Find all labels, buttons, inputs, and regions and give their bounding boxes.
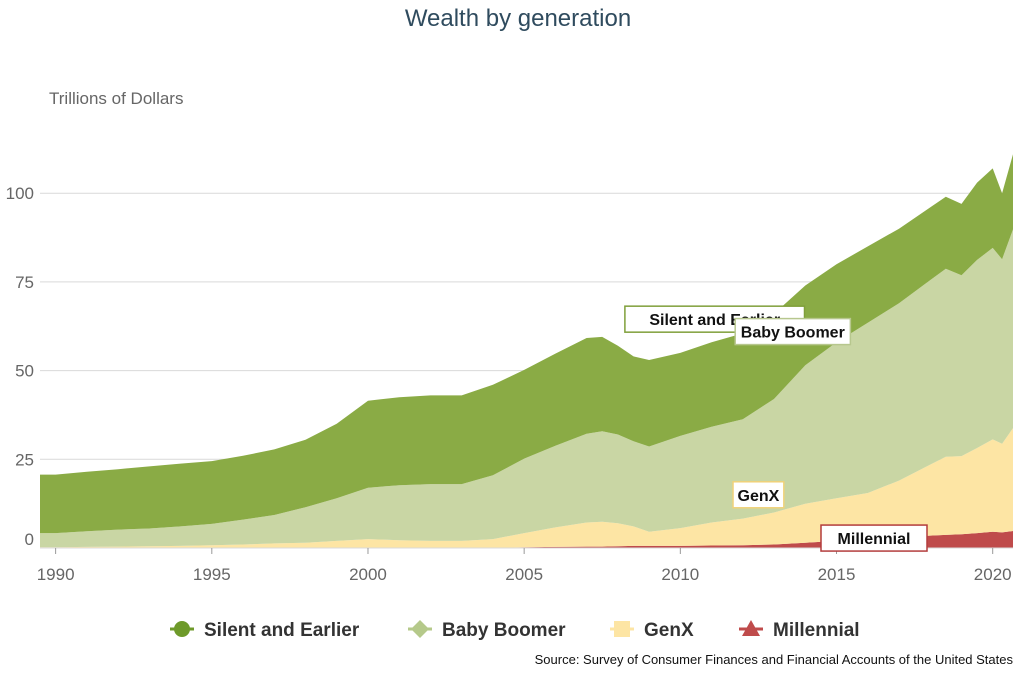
annotation-genx: GenX <box>732 481 785 509</box>
y-tick-label: 100 <box>6 184 34 203</box>
y-tick-label: 0 <box>25 530 34 549</box>
annotation-baby-boomer: Baby Boomer <box>734 317 852 346</box>
legend-item-millennial[interactable]: Millennial <box>739 620 860 641</box>
x-tick-label: 1990 <box>37 565 75 584</box>
legend-marker-circle <box>174 621 190 637</box>
x-axis-ticks: 1990 1995 2000 2005 2010 2015 2020 <box>37 548 1012 584</box>
legend-marker-square <box>614 621 630 637</box>
annotation-box <box>734 317 852 346</box>
x-tick-label: 2005 <box>505 565 543 584</box>
x-tick-label: 1995 <box>193 565 231 584</box>
source-note: Source: Survey of Consumer Finances and … <box>535 652 1014 667</box>
annotation-box <box>820 524 928 552</box>
y-axis-unit-label: Trillions of Dollars <box>49 89 183 108</box>
x-tick-label: 2015 <box>818 565 856 584</box>
chart-title: Wealth by generation <box>405 5 631 32</box>
x-tick-label: 2010 <box>661 565 699 584</box>
x-tick-label: 2000 <box>349 565 387 584</box>
annotation-millennial: Millennial <box>820 524 928 552</box>
annotation-label: Millennial <box>838 531 911 548</box>
annotation-label: GenX <box>738 488 780 505</box>
legend-label: GenX <box>644 620 694 641</box>
legend-label: Silent and Earlier <box>204 620 360 641</box>
area-genx[interactable] <box>40 428 1013 548</box>
y-tick-label: 75 <box>15 273 34 292</box>
legend: Silent and Earlier Baby Boomer GenX Millenn… <box>170 620 860 641</box>
y-tick-label: 50 <box>15 362 34 381</box>
y-tick-label: 25 <box>15 450 34 469</box>
legend-item-genx[interactable]: GenX <box>610 620 694 641</box>
legend-item-baby-boomer[interactable]: Baby Boomer <box>408 620 566 641</box>
annotation-box <box>732 481 785 509</box>
annotation-label: Baby Boomer <box>741 325 845 342</box>
legend-label: Millennial <box>773 620 860 641</box>
x-tick-label: 2020 <box>974 565 1012 584</box>
legend-label: Baby Boomer <box>442 620 566 641</box>
legend-item-silent-and-earlier[interactable]: Silent and Earlier <box>170 620 360 641</box>
area-baby-boomer[interactable] <box>40 229 1013 548</box>
stacked-areas <box>40 154 1013 548</box>
legend-marker-triangle <box>742 620 760 636</box>
y-axis-ticks: 0 25 50 75 100 <box>6 184 34 549</box>
legend-marker-diamond <box>411 620 429 638</box>
